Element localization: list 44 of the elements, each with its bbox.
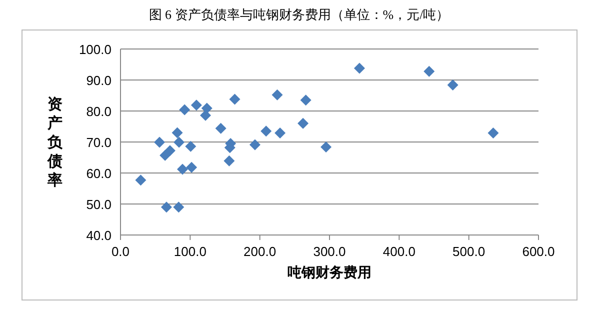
point (320, 141, 332, 152)
y-tick-label: 70.0 (86, 135, 112, 150)
point (190, 100, 202, 111)
point (272, 89, 283, 100)
x-axis-title: 吨钢财务费用 (288, 264, 372, 280)
point (298, 118, 309, 129)
x-tick-label: 400.0 (382, 244, 416, 259)
x-tick-label: 200.0 (244, 244, 276, 259)
point (160, 202, 172, 213)
point (186, 162, 198, 173)
x-tick-label: 600.0 (522, 244, 555, 259)
point (154, 136, 166, 148)
y-tick-label: 50.0 (86, 197, 112, 212)
x-tick-label: 300.0 (313, 244, 346, 259)
point (173, 202, 184, 213)
point (174, 136, 185, 148)
point (185, 140, 196, 152)
y-tick-label: 40.0 (86, 228, 112, 243)
point (354, 62, 365, 74)
point (488, 128, 499, 139)
point (300, 94, 312, 106)
point (229, 94, 240, 105)
point (177, 164, 188, 175)
y-tick-label: 100.0 (78, 42, 112, 57)
y-tick-label: 90.0 (86, 73, 112, 88)
point (135, 174, 146, 186)
point (274, 128, 286, 139)
y-axis-title: 资产负债率 (46, 96, 64, 189)
point (179, 104, 190, 116)
x-tick-label: 500.0 (452, 244, 486, 259)
point (224, 155, 235, 166)
chart-title: 图 6 资产负债率与吨钢财务费用（单位：%，元/吨） (148, 7, 450, 22)
point (260, 126, 272, 137)
point (201, 102, 212, 114)
y-tick-label: 80.0 (86, 104, 112, 119)
point (164, 145, 176, 156)
point (215, 122, 226, 134)
point (424, 66, 435, 77)
point (172, 127, 183, 138)
point (249, 139, 260, 150)
x-tick-label: 100.0 (174, 244, 206, 259)
y-tick-label: 60.0 (86, 166, 112, 181)
x-tick-label: 0.0 (111, 244, 130, 259)
point (447, 79, 458, 90)
